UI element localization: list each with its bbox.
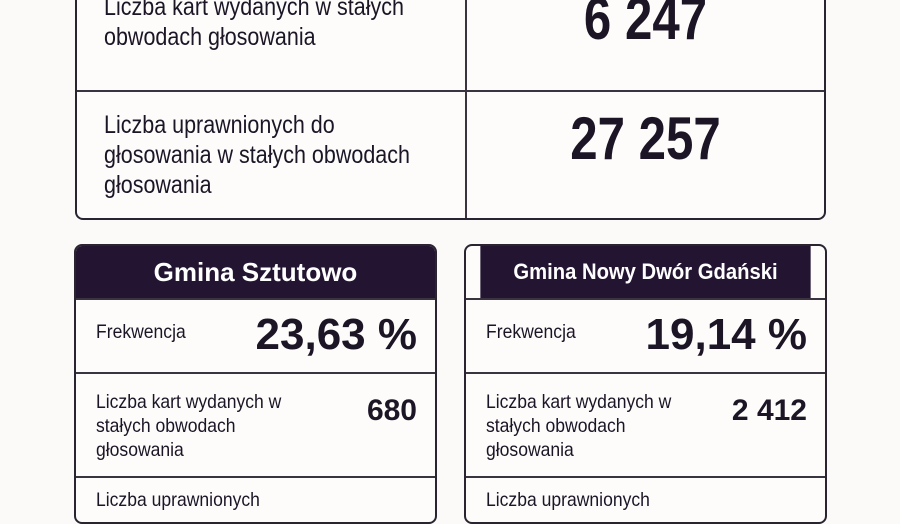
cards-label: Liczba kart wydanych w stałych obwodach … bbox=[486, 391, 672, 461]
eligible-row: Liczba uprawnionych bbox=[76, 476, 435, 522]
turnout-value: 23,63 % bbox=[255, 310, 417, 359]
eligible-row: Liczba uprawnionych bbox=[466, 476, 825, 522]
row-value: 6 247 bbox=[583, 0, 708, 52]
turnout-value: 19,14 % bbox=[645, 310, 807, 359]
cards-value: 680 bbox=[366, 394, 417, 427]
turnout-label: Frekwencja bbox=[486, 321, 576, 343]
cards-row: Liczba kart wydanych w stałych obwodach … bbox=[76, 372, 435, 478]
cards-value: 2 412 bbox=[731, 394, 807, 427]
row-label: Liczba uprawnionych do głosowania w stał… bbox=[104, 111, 410, 199]
gmina-nowy-dwor-card: Gmina Nowy Dwór Gdański Frekwencja 19,14… bbox=[464, 244, 827, 524]
summary-row-cards: Liczba kart wydanych w stałych obwodach … bbox=[77, 0, 824, 92]
summary-row-eligible: Liczba uprawnionych do głosowania w stał… bbox=[77, 92, 824, 218]
column-divider bbox=[465, 0, 467, 218]
row-value: 27 257 bbox=[570, 105, 721, 172]
eligible-label: Liczba uprawnionych bbox=[486, 489, 650, 511]
eligible-label: Liczba uprawnionych bbox=[96, 489, 260, 511]
card-title: Gmina Sztutowo bbox=[76, 246, 435, 298]
cards-row: Liczba kart wydanych w stałych obwodach … bbox=[466, 372, 825, 478]
card-title: Gmina Nowy Dwór Gdański bbox=[480, 246, 811, 298]
cards-label: Liczba kart wydanych w stałych obwodach … bbox=[96, 391, 282, 461]
turnout-row: Frekwencja 19,14 % bbox=[466, 298, 825, 374]
row-label: Liczba kart wydanych w stałych obwodach … bbox=[104, 0, 404, 51]
turnout-label: Frekwencja bbox=[96, 321, 186, 343]
summary-table: Liczba kart wydanych w stałych obwodach … bbox=[75, 0, 826, 220]
gmina-sztutowo-card: Gmina Sztutowo Frekwencja 23,63 % Liczba… bbox=[74, 244, 437, 524]
turnout-row: Frekwencja 23,63 % bbox=[76, 298, 435, 374]
